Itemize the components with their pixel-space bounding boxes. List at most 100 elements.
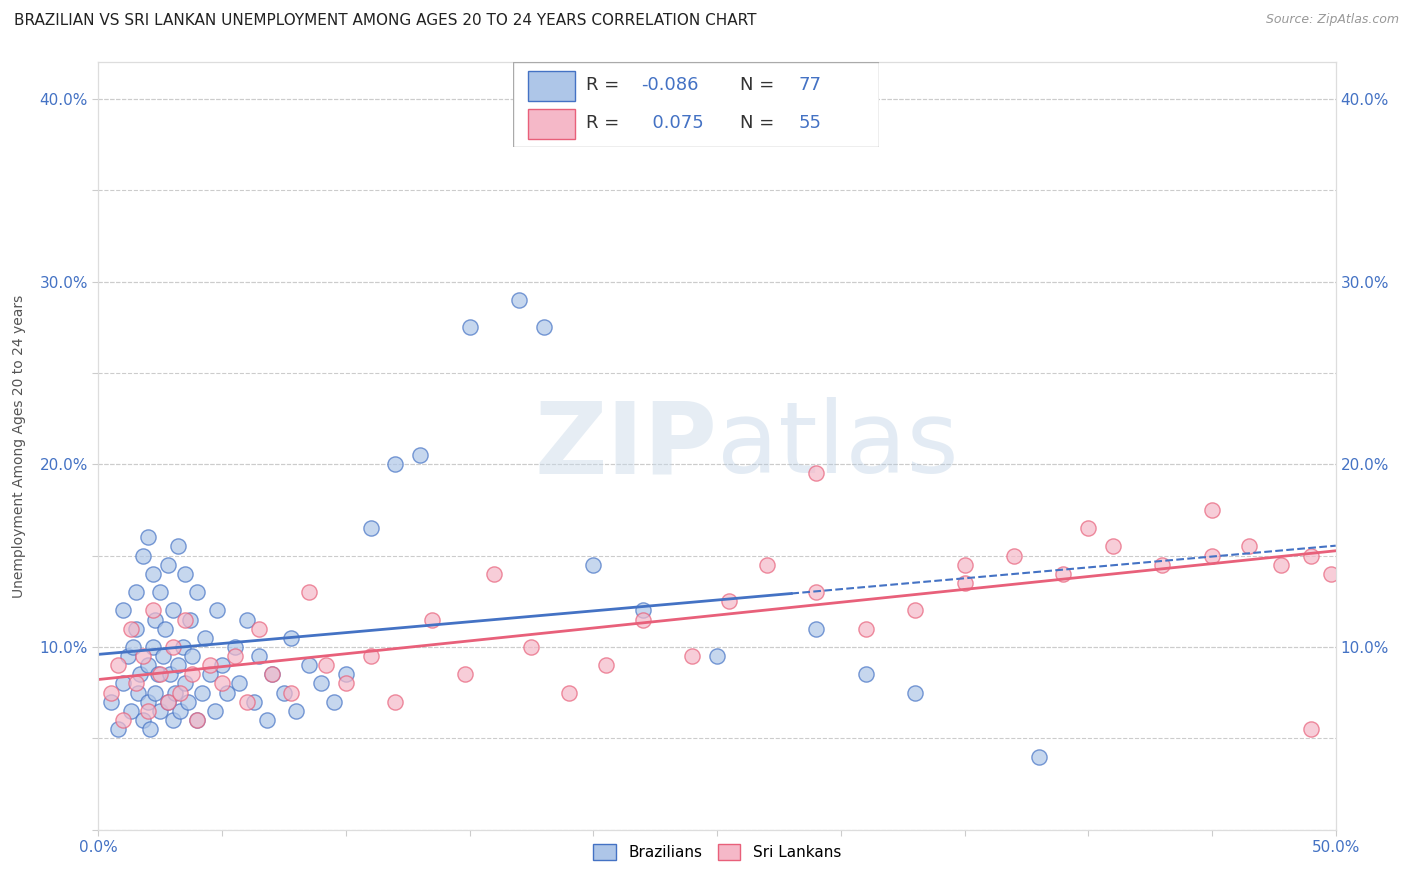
Point — [1299, 722, 1322, 736]
Text: N =: N = — [740, 114, 780, 132]
Text: 0.075: 0.075 — [641, 114, 704, 132]
Point — [112, 676, 135, 690]
Point — [335, 667, 357, 681]
Point — [198, 658, 221, 673]
Point — [176, 695, 198, 709]
Point — [409, 448, 432, 462]
Point — [205, 603, 228, 617]
Point — [804, 467, 827, 481]
Point — [174, 613, 197, 627]
Point — [162, 603, 184, 617]
Point — [322, 695, 344, 709]
Point — [127, 685, 149, 699]
Point — [149, 585, 172, 599]
Point — [953, 558, 976, 572]
Point — [582, 558, 605, 572]
Point — [194, 631, 217, 645]
Point — [132, 713, 155, 727]
Point — [904, 685, 927, 699]
Point — [149, 704, 172, 718]
Point — [360, 521, 382, 535]
Point — [122, 640, 145, 654]
Point — [136, 695, 159, 709]
Point — [631, 603, 654, 617]
Point — [129, 667, 152, 681]
Point — [755, 558, 778, 572]
Point — [1299, 549, 1322, 563]
Point — [162, 640, 184, 654]
Point — [557, 685, 579, 699]
Point — [156, 558, 179, 572]
Point — [280, 685, 302, 699]
Point — [458, 320, 481, 334]
Point — [112, 603, 135, 617]
Point — [186, 585, 208, 599]
Text: 77: 77 — [799, 77, 821, 95]
Text: ZIP: ZIP — [534, 398, 717, 494]
Point — [198, 667, 221, 681]
Point — [953, 576, 976, 591]
Text: N =: N = — [740, 77, 780, 95]
Point — [166, 658, 188, 673]
Point — [1201, 549, 1223, 563]
Point — [280, 631, 302, 645]
Point — [143, 685, 166, 699]
Point — [243, 695, 266, 709]
Point — [247, 622, 270, 636]
Point — [204, 704, 226, 718]
Point — [224, 648, 246, 663]
Point — [169, 685, 191, 699]
Point — [681, 648, 703, 663]
Point — [804, 622, 827, 636]
Point — [247, 648, 270, 663]
Point — [132, 549, 155, 563]
Point — [1237, 540, 1260, 554]
Point — [1102, 540, 1125, 554]
Point — [360, 648, 382, 663]
Point — [422, 613, 444, 627]
Point — [159, 667, 181, 681]
Point — [132, 648, 155, 663]
Text: BRAZILIAN VS SRI LANKAN UNEMPLOYMENT AMONG AGES 20 TO 24 YEARS CORRELATION CHART: BRAZILIAN VS SRI LANKAN UNEMPLOYMENT AMO… — [14, 13, 756, 29]
FancyBboxPatch shape — [527, 71, 575, 101]
Point — [156, 695, 179, 709]
Point — [166, 540, 188, 554]
Point — [224, 640, 246, 654]
Point — [172, 640, 194, 654]
Point — [1052, 566, 1074, 581]
Point — [631, 613, 654, 627]
Point — [169, 704, 191, 718]
Point — [162, 713, 184, 727]
Point — [124, 585, 146, 599]
FancyBboxPatch shape — [527, 109, 575, 139]
Point — [142, 566, 165, 581]
Point — [1152, 558, 1174, 572]
Text: Source: ZipAtlas.com: Source: ZipAtlas.com — [1265, 13, 1399, 27]
Point — [904, 603, 927, 617]
Point — [335, 676, 357, 690]
Point — [149, 667, 172, 681]
Point — [142, 603, 165, 617]
Point — [1319, 566, 1341, 581]
Point — [804, 585, 827, 599]
Point — [273, 685, 295, 699]
Text: R =: R = — [586, 114, 626, 132]
Point — [117, 648, 139, 663]
Point — [595, 658, 617, 673]
Point — [228, 676, 250, 690]
Point — [484, 566, 506, 581]
Point — [453, 667, 475, 681]
Point — [298, 658, 321, 673]
Point — [384, 695, 406, 709]
Point — [152, 648, 174, 663]
Point — [260, 667, 283, 681]
Point — [143, 613, 166, 627]
Point — [855, 622, 877, 636]
Point — [107, 722, 129, 736]
Point — [186, 713, 208, 727]
Point — [718, 594, 741, 608]
Point — [236, 695, 259, 709]
Point — [520, 640, 543, 654]
Point — [120, 704, 142, 718]
Y-axis label: Unemployment Among Ages 20 to 24 years: Unemployment Among Ages 20 to 24 years — [11, 294, 25, 598]
